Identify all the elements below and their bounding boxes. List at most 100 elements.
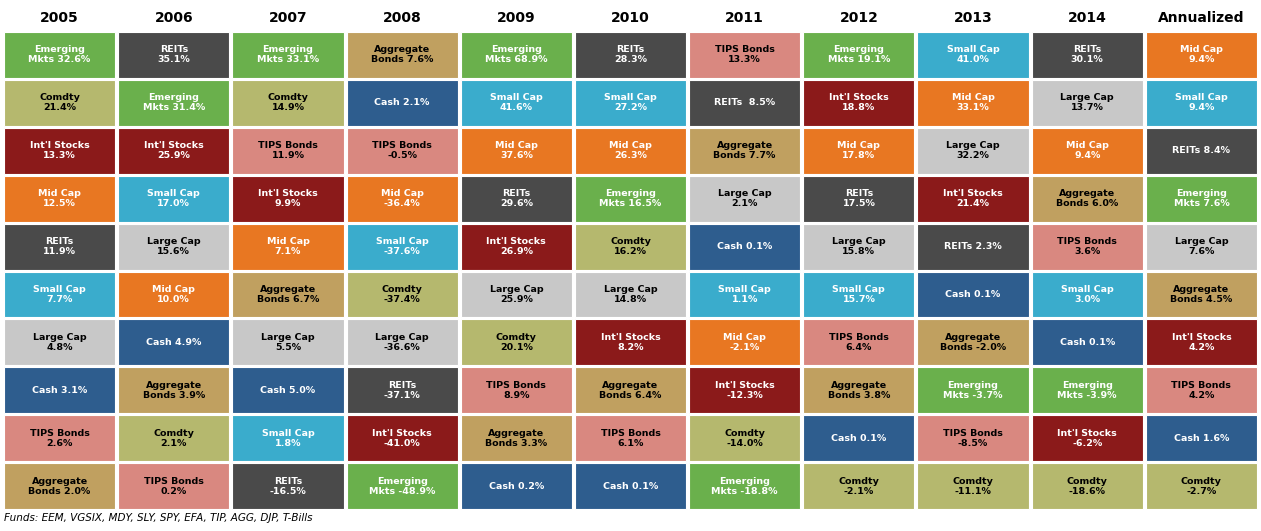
- Text: 2008: 2008: [383, 11, 421, 25]
- Text: Comdty
21.4%: Comdty 21.4%: [39, 93, 79, 113]
- Text: Large Cap
4.8%: Large Cap 4.8%: [33, 333, 87, 352]
- Bar: [460, 176, 572, 221]
- Bar: [803, 128, 914, 174]
- Text: Emerging
Mkts 33.1%: Emerging Mkts 33.1%: [257, 46, 319, 64]
- Text: Int'l Stocks
4.2%: Int'l Stocks 4.2%: [1171, 333, 1231, 352]
- Bar: [4, 80, 115, 126]
- Text: 2012: 2012: [840, 11, 879, 25]
- Text: Small Cap
3.0%: Small Cap 3.0%: [1061, 285, 1113, 304]
- Text: Cash 2.1%: Cash 2.1%: [375, 98, 430, 107]
- Text: 2014: 2014: [1068, 11, 1107, 25]
- Bar: [1146, 415, 1257, 461]
- Text: Emerging
Mkts 7.6%: Emerging Mkts 7.6%: [1174, 189, 1229, 208]
- Bar: [918, 320, 1029, 365]
- Text: Int'l Stocks
18.8%: Int'l Stocks 18.8%: [828, 93, 889, 113]
- Bar: [918, 415, 1029, 461]
- Text: Emerging
Mkts 31.4%: Emerging Mkts 31.4%: [142, 93, 204, 113]
- Text: Cash 0.1%: Cash 0.1%: [1059, 338, 1115, 347]
- Text: 2011: 2011: [725, 11, 764, 25]
- Text: Int'l Stocks
26.9%: Int'l Stocks 26.9%: [487, 237, 546, 256]
- Bar: [1031, 367, 1142, 413]
- Text: Int'l Stocks
21.4%: Int'l Stocks 21.4%: [943, 189, 1002, 208]
- Text: Emerging
Mkts 32.6%: Emerging Mkts 32.6%: [29, 46, 91, 64]
- Text: Emerging
Mkts 68.9%: Emerging Mkts 68.9%: [485, 46, 547, 64]
- Text: Large Cap
15.6%: Large Cap 15.6%: [148, 237, 200, 256]
- Bar: [4, 367, 115, 413]
- Text: Aggregate
Bonds -2.0%: Aggregate Bonds -2.0%: [939, 333, 1006, 352]
- Text: Comdty
-37.4%: Comdty -37.4%: [382, 285, 422, 304]
- Text: Small Cap
7.7%: Small Cap 7.7%: [33, 285, 86, 304]
- Text: REITs
17.5%: REITs 17.5%: [842, 189, 875, 208]
- Text: Cash 0.1%: Cash 0.1%: [831, 434, 886, 443]
- Bar: [347, 463, 458, 509]
- Text: Comdty
16.2%: Comdty 16.2%: [610, 237, 651, 256]
- Bar: [4, 224, 115, 270]
- Bar: [4, 176, 115, 221]
- Text: Int'l Stocks
-41.0%: Int'l Stocks -41.0%: [372, 429, 433, 448]
- Bar: [918, 224, 1029, 270]
- Text: Cash 3.1%: Cash 3.1%: [32, 386, 87, 395]
- Text: Mid Cap
9.4%: Mid Cap 9.4%: [1180, 46, 1223, 64]
- Bar: [1031, 128, 1142, 174]
- Bar: [119, 128, 230, 174]
- Text: Mid Cap
-2.1%: Mid Cap -2.1%: [724, 333, 767, 352]
- Text: Mid Cap
-36.4%: Mid Cap -36.4%: [381, 189, 424, 208]
- Bar: [232, 415, 343, 461]
- Text: Cash 1.6%: Cash 1.6%: [1174, 434, 1229, 443]
- Text: Cash 0.2%: Cash 0.2%: [489, 482, 543, 491]
- Text: Aggregate
Bonds 3.8%: Aggregate Bonds 3.8%: [827, 381, 890, 400]
- Text: TIPS Bonds
6.4%: TIPS Bonds 6.4%: [828, 333, 889, 352]
- Text: Cash 5.0%: Cash 5.0%: [260, 386, 315, 395]
- Text: Large Cap
-36.6%: Large Cap -36.6%: [376, 333, 429, 352]
- Text: REITs
30.1%: REITs 30.1%: [1071, 46, 1103, 64]
- Text: Comdty
20.1%: Comdty 20.1%: [496, 333, 537, 352]
- Bar: [918, 367, 1029, 413]
- Text: Large Cap
14.8%: Large Cap 14.8%: [604, 285, 657, 304]
- Bar: [575, 320, 686, 365]
- Bar: [232, 367, 343, 413]
- Bar: [1031, 463, 1142, 509]
- Text: Small Cap
-37.6%: Small Cap -37.6%: [376, 237, 429, 256]
- Text: Mid Cap
10.0%: Mid Cap 10.0%: [153, 285, 195, 304]
- Text: Aggregate
Bonds 6.4%: Aggregate Bonds 6.4%: [599, 381, 662, 400]
- Bar: [460, 80, 572, 126]
- Text: REITs
29.6%: REITs 29.6%: [499, 189, 533, 208]
- Text: 2009: 2009: [497, 11, 536, 25]
- Bar: [1146, 271, 1257, 318]
- Bar: [918, 176, 1029, 221]
- Text: Mid Cap
33.1%: Mid Cap 33.1%: [952, 93, 995, 113]
- Bar: [803, 415, 914, 461]
- Text: Large Cap
7.6%: Large Cap 7.6%: [1174, 237, 1228, 256]
- Text: Small Cap
1.1%: Small Cap 1.1%: [719, 285, 770, 304]
- Bar: [232, 271, 343, 318]
- Bar: [347, 32, 458, 78]
- Text: Aggregate
Bonds 7.6%: Aggregate Bonds 7.6%: [371, 46, 434, 64]
- Bar: [347, 320, 458, 365]
- Text: TIPS Bonds
2.6%: TIPS Bonds 2.6%: [30, 429, 90, 448]
- Text: Large Cap
32.2%: Large Cap 32.2%: [946, 141, 1000, 160]
- Bar: [575, 463, 686, 509]
- Bar: [689, 271, 801, 318]
- Bar: [689, 224, 801, 270]
- Bar: [803, 367, 914, 413]
- Text: Cash 0.1%: Cash 0.1%: [603, 482, 658, 491]
- Text: Large Cap
25.9%: Large Cap 25.9%: [489, 285, 543, 304]
- Bar: [689, 463, 801, 509]
- Text: TIPS Bonds
3.6%: TIPS Bonds 3.6%: [1057, 237, 1117, 256]
- Text: Aggregate
Bonds 4.5%: Aggregate Bonds 4.5%: [1170, 285, 1232, 304]
- Bar: [460, 128, 572, 174]
- Bar: [1031, 32, 1142, 78]
- Bar: [1031, 176, 1142, 221]
- Text: 2005: 2005: [40, 11, 79, 25]
- Bar: [4, 32, 115, 78]
- Text: Comdty
-11.1%: Comdty -11.1%: [952, 476, 994, 495]
- Text: Comdty
-14.0%: Comdty -14.0%: [724, 429, 765, 448]
- Bar: [689, 32, 801, 78]
- Text: REITs
-37.1%: REITs -37.1%: [383, 381, 420, 400]
- Text: Large Cap
15.8%: Large Cap 15.8%: [832, 237, 885, 256]
- Text: REITs
11.9%: REITs 11.9%: [43, 237, 76, 256]
- Bar: [803, 320, 914, 365]
- Bar: [1031, 320, 1142, 365]
- Text: Int'l Stocks
9.9%: Int'l Stocks 9.9%: [259, 189, 318, 208]
- Text: Comdty
2.1%: Comdty 2.1%: [154, 429, 194, 448]
